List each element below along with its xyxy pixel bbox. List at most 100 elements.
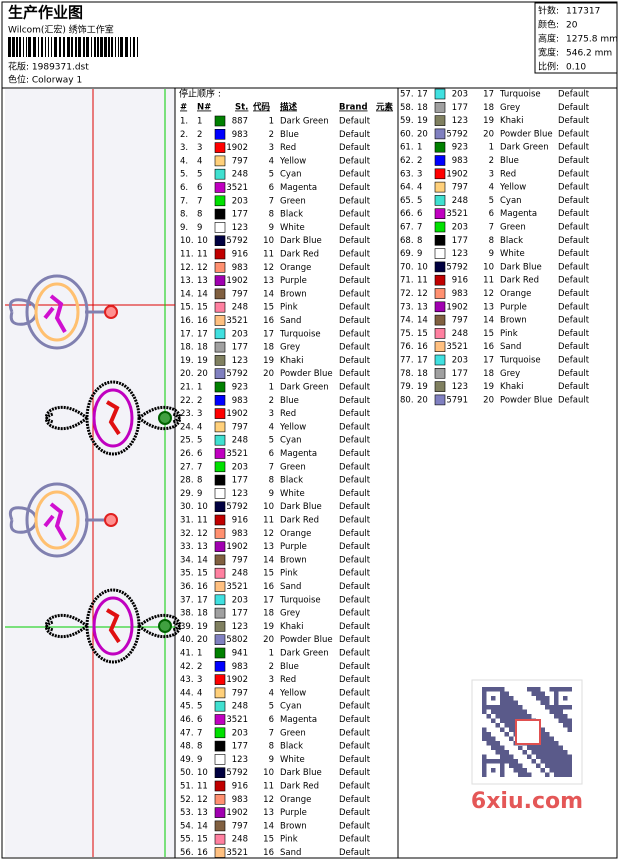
row-number: 31. (180, 516, 194, 526)
row-number: 68. (400, 236, 414, 246)
description: Black (280, 210, 303, 220)
description: Cyan (280, 702, 302, 712)
row-number: 62. (400, 156, 414, 166)
color-swatch (214, 195, 226, 207)
qr-cell (545, 763, 550, 768)
needle: 4 (197, 422, 202, 432)
row-number: 15. (180, 303, 194, 313)
stitches: 1902 (226, 143, 248, 153)
brand: Default (558, 329, 590, 339)
description: Brown (280, 289, 307, 299)
qr-cell (504, 705, 509, 710)
stitches: 203 (232, 595, 248, 605)
qr-cell (504, 709, 509, 714)
needle: 11 (197, 782, 208, 792)
info-value: 20 (566, 21, 578, 31)
description: White (280, 755, 305, 765)
brand: Default (339, 782, 371, 792)
code: 20 (483, 129, 494, 139)
qr-cell (567, 687, 572, 692)
qr-cell (545, 705, 550, 710)
color-swatch (214, 129, 226, 140)
brand: Default (339, 196, 371, 206)
figure (105, 608, 121, 644)
knob (104, 305, 118, 319)
code: 5 (269, 170, 274, 180)
description: Khaki (280, 622, 303, 632)
needle: 16 (197, 316, 208, 326)
qr-cell (504, 750, 509, 755)
color-swatch (434, 354, 446, 366)
column-header: 元素 (376, 102, 394, 113)
qr-cell (509, 700, 514, 705)
needle: 2 (197, 130, 202, 140)
qr-cell (482, 759, 487, 764)
stitches: 203 (452, 90, 468, 100)
brand: Default (558, 382, 590, 392)
description: Red (280, 675, 296, 685)
design-file: 花版: 1989371.dst (8, 61, 89, 73)
description: Cyan (280, 436, 302, 446)
stitches: 3521 (226, 715, 248, 725)
row-number: 11. (180, 250, 194, 260)
qr-cell (536, 745, 541, 750)
needle: 14 (197, 289, 208, 299)
qr-cell (554, 763, 559, 768)
qr-cell (509, 754, 514, 759)
qr-cell (522, 768, 527, 773)
stitches: 941 (232, 649, 248, 659)
code: 19 (263, 356, 274, 366)
description: Black (280, 476, 303, 486)
code: 15 (263, 303, 274, 313)
bar (97, 37, 99, 57)
needle: 3 (197, 143, 202, 153)
row-number: 61. (400, 143, 414, 153)
description: Orange (280, 795, 311, 805)
brand: Default (558, 223, 590, 233)
description: Black (280, 742, 303, 752)
stitches: 177 (232, 742, 248, 752)
color-swatch (434, 88, 446, 100)
qr-cell (563, 696, 568, 701)
needle: 7 (197, 462, 202, 472)
qr-cell (540, 727, 545, 732)
description: Powder Blue (280, 635, 333, 645)
qr-cell (536, 763, 541, 768)
row-number: 56. (180, 848, 194, 858)
color-swatch (214, 168, 226, 180)
color-swatch (434, 314, 446, 326)
description: Purple (500, 302, 527, 312)
qr-cell (504, 700, 509, 705)
brand: Default (339, 210, 371, 220)
needle: 10 (197, 768, 208, 778)
info-value: 1275.8 mm (566, 35, 618, 45)
needle: 15 (417, 329, 428, 339)
description: Khaki (280, 356, 303, 366)
stitches: 248 (232, 835, 248, 845)
code: 9 (269, 755, 274, 765)
stitches: 203 (452, 356, 468, 366)
column-header: 代码 (252, 102, 271, 113)
code: 12 (263, 529, 274, 539)
code: 9 (269, 489, 274, 499)
qr-cell (567, 718, 572, 723)
description: Brown (280, 555, 307, 565)
needle: 3 (197, 409, 202, 419)
description: White (280, 223, 305, 233)
code: 4 (269, 156, 274, 166)
color-swatch (214, 674, 226, 685)
stitches: 177 (232, 343, 248, 353)
brand: Default (339, 609, 371, 619)
needle: 9 (197, 223, 202, 233)
code: 13 (483, 302, 494, 312)
code: 17 (263, 329, 274, 339)
brand: Default (558, 143, 590, 153)
code: 9 (269, 223, 274, 233)
needle: 1 (197, 649, 202, 659)
qr-cell (500, 754, 505, 759)
row-number: 39. (180, 622, 194, 632)
qr-cell (540, 759, 545, 764)
description: Yellow (279, 156, 306, 166)
description: Turquoise (279, 595, 321, 605)
qr-cell (554, 705, 559, 710)
